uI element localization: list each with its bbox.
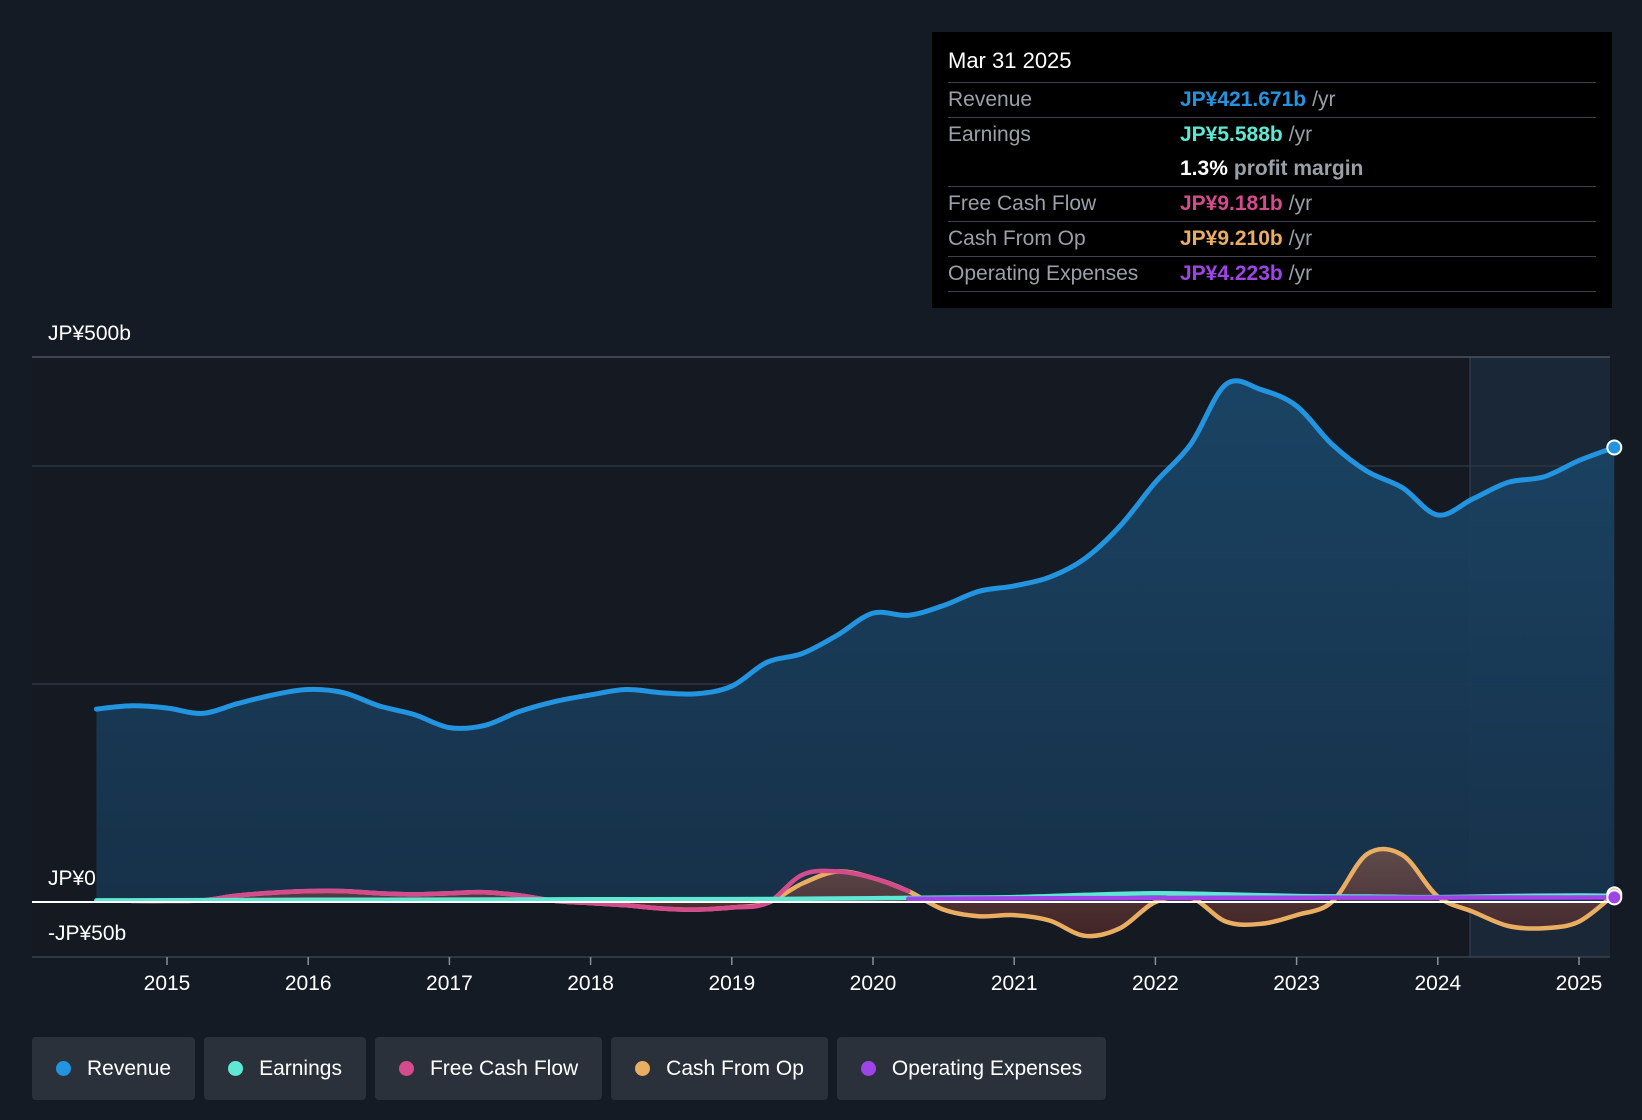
x-tick-label: 2022 [1132,972,1179,995]
y-label-bottom: -JP¥50b [48,922,126,945]
legend-label: Free Cash Flow [429,1056,579,1080]
overlay-layer [1606,439,1623,906]
tooltip-row-free-cash-flow: Free Cash Flow JP¥9.181b /yr [948,186,1596,221]
operating-expenses-end-marker [1606,889,1623,906]
tooltip-row-cash-from-op: Cash From Op JP¥9.210b /yr [948,221,1596,256]
revenue-end-marker [1606,439,1623,456]
series-layer [93,378,1617,939]
tooltip-row-profit-margin: 1.3% profit margin [948,152,1596,186]
tooltip-unit: profit margin [1233,157,1364,180]
tooltip-row-revenue: Revenue JP¥421.671b /yr [948,82,1596,117]
x-tick-label: 2020 [850,972,897,995]
x-tick-label: 2019 [708,972,755,995]
tooltip: Mar 31 2025 Revenue JP¥421.671b /yr Earn… [932,32,1612,308]
tooltip-unit: /yr [1312,88,1336,111]
tooltip-value: JP¥9.181b [1180,192,1283,215]
legend-dot-icon [860,1061,876,1076]
x-tick-label: 2021 [991,972,1038,995]
revenue-line [93,378,1617,731]
legend-item-revenue[interactable]: Revenue [32,1037,196,1100]
tooltip-label: Revenue [948,88,1033,111]
tooltip-unit: /yr [1288,192,1313,215]
cash-from-op-area [131,848,1615,937]
tooltip-label: Earnings [948,123,1031,146]
x-tick-label: 2015 [144,972,191,995]
tooltip-value: 1.3% [1180,157,1228,180]
revenue-area [96,380,1615,902]
tooltip-label: Free Cash Flow [948,192,1097,215]
tooltip-unit: /yr [1288,227,1313,250]
x-tick-label: 2016 [285,972,332,995]
legend-item-earnings[interactable]: Earnings [204,1037,366,1100]
x-tick-label: 2023 [1273,972,1320,995]
x-axis-ticks: 2015 2016 2017 2018 2019 2020 2021 2022 2023 2024… [144,957,1603,995]
x-tick-label: 2024 [1414,972,1461,995]
legend-label: Revenue [87,1056,172,1080]
operating-expenses-line [906,895,1617,901]
x-tick-label: 2018 [567,972,614,995]
y-label-zero: JP¥0 [48,867,96,890]
legend-label: Cash From Op [666,1056,804,1080]
legend-dot-icon [635,1061,651,1076]
tooltip-row-operating-expenses: Operating Expenses JP¥4.223b /yr [948,256,1596,292]
legend-label: Operating Expenses [891,1056,1083,1080]
x-tick-label: 2017 [426,972,473,995]
legend-item-cash-from-op[interactable]: Cash From Op [611,1037,828,1100]
legend-item-free-cash-flow[interactable]: Free Cash Flow [374,1037,603,1100]
legend-dot-icon [228,1061,244,1076]
tooltip-label: Operating Expenses [948,262,1139,285]
tooltip-value: JP¥9.210b [1180,227,1283,250]
tooltip-value: JP¥421.671b [1180,88,1307,111]
legend-item-operating-expenses[interactable]: Operating Expenses [836,1037,1107,1100]
tooltip-unit: /yr [1288,123,1313,146]
legend-dot-icon [398,1061,414,1076]
tooltip-date: Mar 31 2025 [948,48,1072,73]
legend-dot-icon [56,1061,71,1076]
tooltip-unit: /yr [1288,262,1313,285]
tooltip-value: JP¥5.588b [1180,123,1283,146]
y-label-top: JP¥500b [48,322,131,345]
tooltip-row-earnings: Earnings JP¥5.588b /yr [948,117,1596,152]
x-tick-label: 2025 [1556,972,1603,995]
tooltip-value: JP¥4.223b [1180,262,1283,285]
legend: Revenue Earnings Free Cash Flow Cash Fro… [32,1037,1107,1100]
legend-label: Earnings [259,1056,342,1080]
tooltip-label: Cash From Op [948,227,1086,250]
free-cash-flow-line [129,868,911,912]
